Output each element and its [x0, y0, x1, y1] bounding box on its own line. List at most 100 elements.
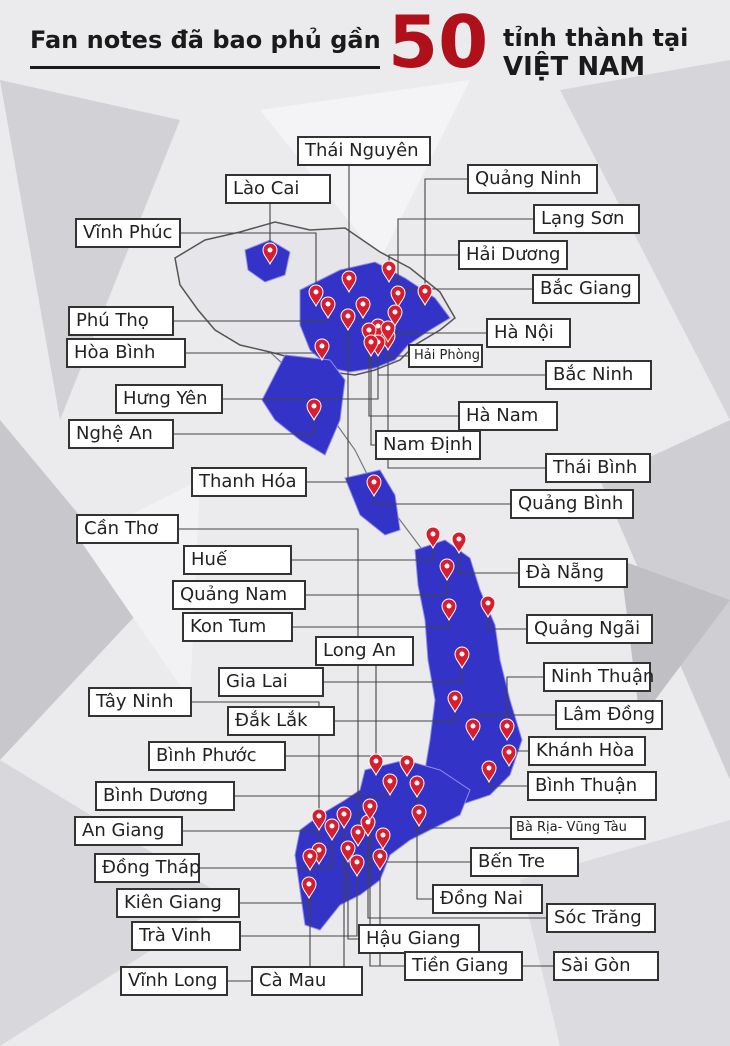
- province-label: Gia Lai: [218, 667, 324, 697]
- title-line1: Fan notes đã bao phủ gần: [30, 26, 381, 54]
- province-label: Quảng Ngãi: [526, 614, 653, 644]
- province-label: Tiền Giang: [404, 951, 523, 981]
- province-label: Hòa Bình: [66, 338, 186, 368]
- location-pin-icon: [465, 718, 481, 742]
- province-label: Thanh Hóa: [191, 467, 307, 497]
- pin-dot: [459, 651, 465, 657]
- location-pin-icon: [454, 646, 470, 670]
- province-label: Bắc Ninh: [545, 360, 652, 390]
- province-label: Tây Ninh: [88, 687, 192, 717]
- province-label: Ninh Thuận: [543, 662, 654, 692]
- pin-dot: [319, 343, 325, 349]
- pin-dot: [316, 847, 322, 853]
- province-label: Cần Thơ: [76, 514, 179, 544]
- leader-line: [181, 232, 317, 306]
- pin-dot: [329, 823, 335, 829]
- leader-line: [335, 712, 456, 722]
- pin-dot: [444, 563, 450, 569]
- province-label: Trà Vinh: [131, 921, 241, 951]
- pin-dot: [387, 778, 393, 784]
- pin-dot: [267, 247, 273, 253]
- location-pin-icon: [439, 558, 455, 582]
- location-pin-icon: [409, 775, 425, 799]
- location-pin-icon: [306, 398, 322, 422]
- pin-dot: [377, 853, 383, 859]
- pin-dot: [446, 603, 452, 609]
- province-label: Bắc Giang: [532, 274, 640, 304]
- pin-dot: [380, 832, 386, 838]
- location-pin-icon: [481, 760, 497, 784]
- location-pin-icon: [390, 285, 406, 309]
- location-pin-icon: [320, 296, 336, 320]
- province-label: Đồng Nai: [432, 884, 543, 914]
- pin-dot: [316, 813, 322, 819]
- province-label: Quảng Bình: [510, 489, 634, 519]
- province-label: Quảng Ninh: [467, 164, 598, 194]
- leader-line: [241, 876, 358, 937]
- province-label: Đồng Tháp: [94, 853, 200, 883]
- province-label: Vĩnh Phúc: [75, 218, 181, 248]
- leader-line: [200, 840, 333, 869]
- location-pin-icon: [447, 690, 463, 714]
- location-pin-icon: [501, 744, 517, 768]
- leader-line: [223, 356, 379, 400]
- pin-dot: [311, 403, 317, 409]
- leader-line: [488, 782, 527, 787]
- pin-dot: [504, 723, 510, 729]
- province-label: Hà Nam: [458, 401, 558, 431]
- location-pin-icon: [350, 824, 366, 848]
- location-pin-icon: [417, 283, 433, 307]
- location-pin-icon: [381, 260, 397, 284]
- pin-dot: [470, 723, 476, 729]
- province-label: Sài Gòn: [553, 951, 659, 981]
- province-label: Cà Mau: [251, 966, 363, 996]
- pin-dot: [485, 600, 491, 606]
- location-pin-icon: [340, 840, 356, 864]
- province-label: Huế: [183, 545, 292, 575]
- leader-line: [179, 528, 359, 846]
- pin-dot: [354, 859, 360, 865]
- leader-line: [324, 668, 463, 683]
- province-label: Phú Thọ: [68, 306, 174, 336]
- leader-line: [306, 580, 448, 596]
- leader-line: [174, 420, 315, 435]
- pin-dot: [365, 819, 371, 825]
- province-label: Sóc Trăng: [546, 903, 656, 933]
- province-label: Nam Định: [375, 430, 481, 460]
- pin-dot: [506, 749, 512, 755]
- pin-dot: [366, 327, 372, 333]
- location-pin-icon: [363, 334, 379, 358]
- pin-dot: [452, 695, 458, 701]
- location-pin-icon: [308, 284, 324, 308]
- location-pin-icon: [340, 308, 356, 332]
- pin-dot: [341, 811, 347, 817]
- leader-line: [368, 344, 458, 417]
- location-pin-icon: [302, 848, 318, 872]
- province-label: Kon Tum: [182, 612, 293, 642]
- leader-line: [240, 898, 310, 904]
- pin-dot: [325, 301, 331, 307]
- title-line2a: tỉnh thành tại: [503, 24, 689, 52]
- pin-dot: [386, 265, 392, 271]
- pin-dot: [313, 289, 319, 295]
- province-label: Thái Bình: [545, 453, 651, 483]
- location-pin-icon: [349, 854, 365, 878]
- pin-dot: [375, 323, 381, 329]
- location-pin-icon: [262, 242, 278, 266]
- title-line2b: VIỆT NAM: [503, 52, 646, 82]
- province-label: Hưng Yên: [115, 384, 223, 414]
- pin-dot: [360, 301, 366, 307]
- pin-dot: [422, 288, 428, 294]
- pin-dot: [456, 536, 462, 542]
- location-pin-icon: [382, 773, 398, 797]
- leader-line: [458, 553, 518, 574]
- pin-dot: [430, 531, 436, 537]
- pin-dot: [307, 853, 313, 859]
- pin-dot: [371, 479, 377, 485]
- pin-dot: [346, 275, 352, 281]
- pin-dot: [414, 780, 420, 786]
- pin-dot: [416, 809, 422, 815]
- leader-line: [370, 356, 375, 446]
- province-label: Khánh Hòa: [528, 736, 646, 766]
- leader-line: [192, 701, 320, 830]
